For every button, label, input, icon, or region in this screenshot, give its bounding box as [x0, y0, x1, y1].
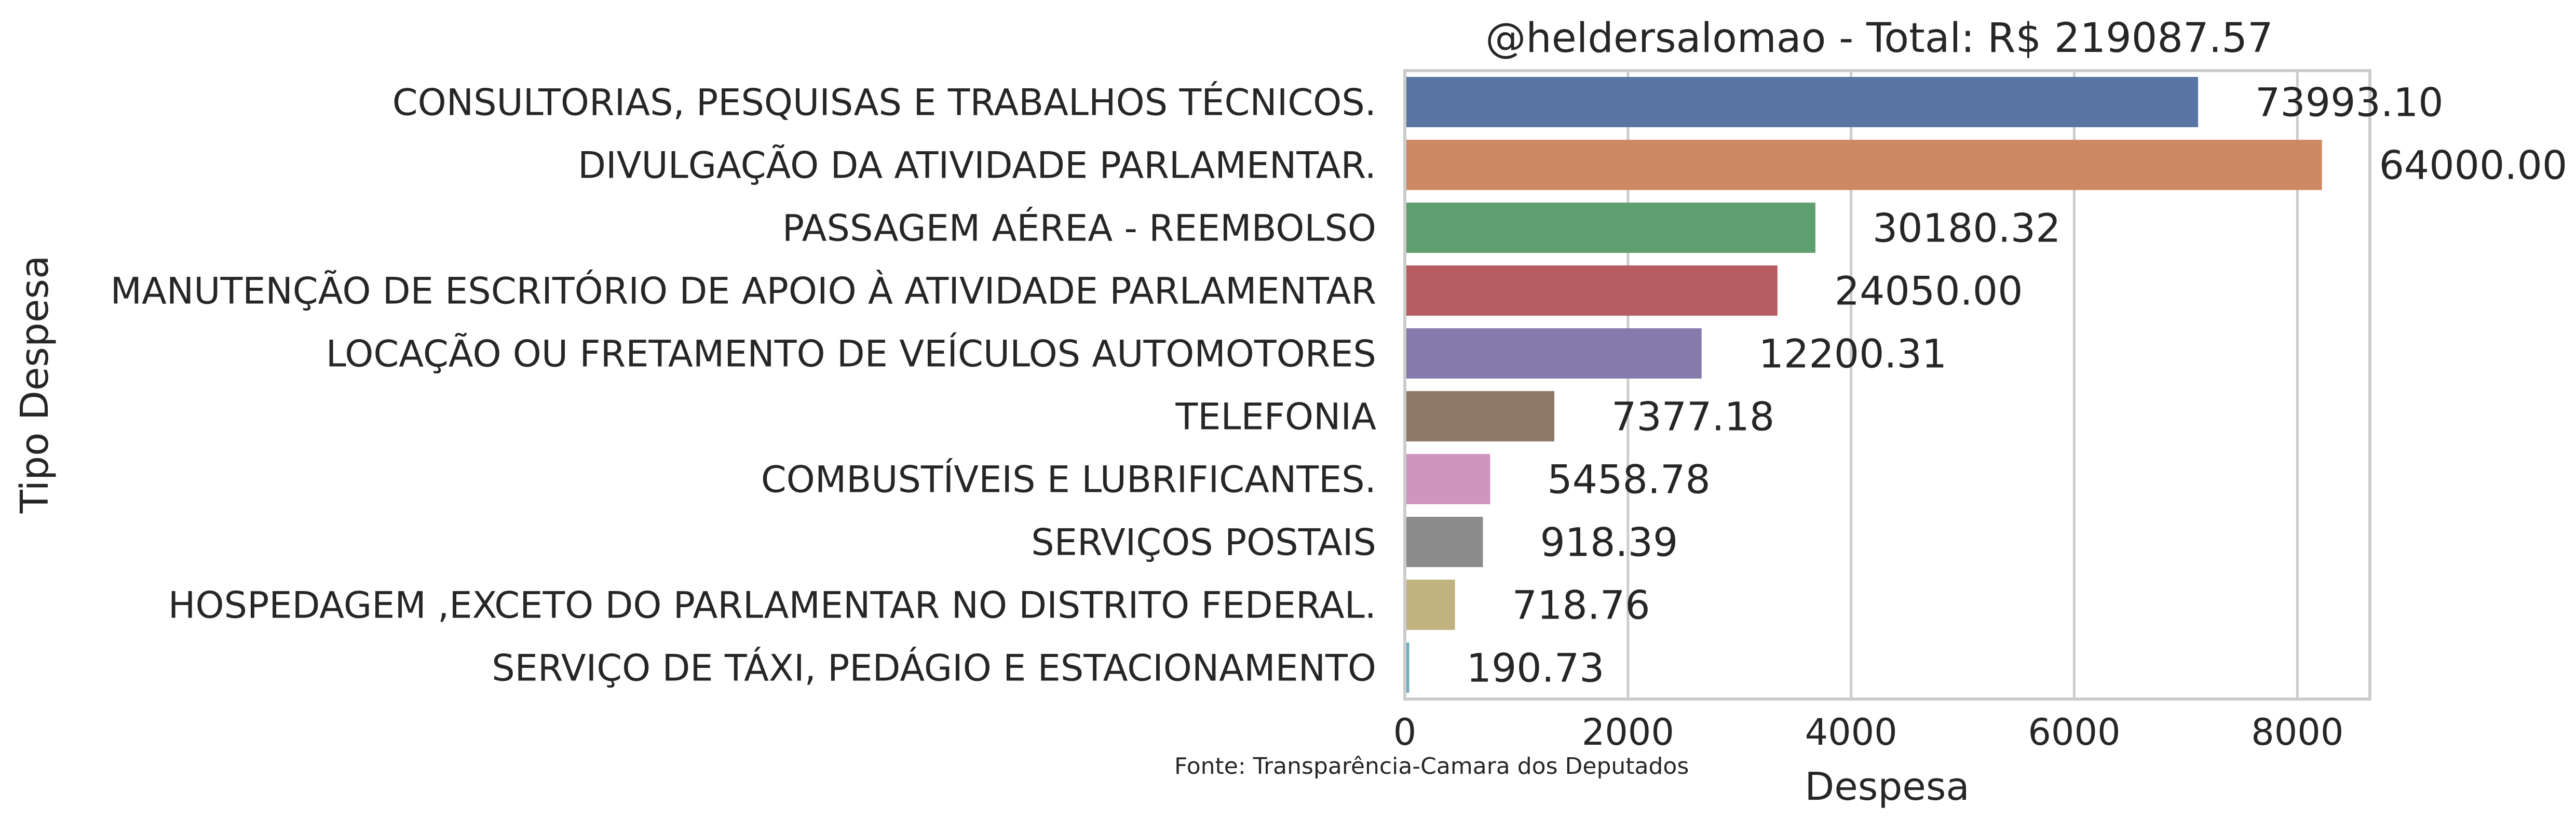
- bar: [1405, 265, 1778, 316]
- x-tick-label: 4000: [1805, 711, 1897, 754]
- x-tick-labels: 0 2000 4000 6000 8000: [1393, 711, 2344, 754]
- value-label: 30180.32: [1873, 205, 2061, 251]
- category-label: HOSPEDAGEM ,EXCETO DO PARLAMENTAR NO DIS…: [168, 584, 1376, 627]
- bar: [1405, 454, 1490, 504]
- bar: [1405, 77, 2199, 127]
- category-label: TELEFONIA: [1175, 396, 1377, 438]
- bar: [1405, 580, 1455, 630]
- value-labels: 73993.10 64000.00 30180.32 24050.00 12200.31…: [1467, 79, 2568, 691]
- bar: [1405, 391, 1554, 441]
- source-note: Fonte: Transparência-Camara dos Deputado…: [1174, 753, 1689, 780]
- category-labels: CONSULTORIAS, PESQUISAS E TRABALHOS TÉCN…: [111, 82, 1377, 690]
- plot-frame: [1403, 69, 2371, 701]
- category-label: DIVULGAÇÃO DA ATIVIDADE PARLAMENTAR.: [578, 144, 1376, 187]
- value-label: 73993.10: [2255, 79, 2444, 126]
- x-axis-title: Despesa: [1805, 764, 1969, 809]
- value-label: 12200.31: [1759, 331, 1947, 377]
- category-label: COMBUSTÍVEIS E LUBRIFICANTES.: [761, 459, 1376, 501]
- y-axis-title: Tipo Despesa: [12, 256, 57, 514]
- x-tick-label: 2000: [1582, 711, 1674, 754]
- value-label: 24050.00: [1835, 268, 2023, 314]
- category-label: SERVIÇO DE TÁXI, PEDÁGIO E ESTACIONAMENT…: [492, 647, 1376, 690]
- value-label: 718.76: [1512, 582, 1650, 628]
- x-tick-label: 6000: [2028, 711, 2120, 754]
- bar: [1405, 203, 1815, 253]
- category-label: LOCAÇÃO OU FRETAMENTO DE VEÍCULOS AUTOMO…: [326, 333, 1376, 375]
- category-label: CONSULTORIAS, PESQUISAS E TRABALHOS TÉCN…: [392, 82, 1376, 124]
- value-label: 64000.00: [2379, 142, 2568, 189]
- bar: [1405, 517, 1483, 567]
- category-label: SERVIÇOS POSTAIS: [1031, 521, 1376, 564]
- bar: [1405, 328, 1702, 379]
- bars: [1405, 77, 2322, 693]
- value-label: 7377.18: [1611, 394, 1774, 440]
- chart-title: @heldersalomao - Total: R$ 219087.57: [1485, 15, 2273, 62]
- category-label: MANUTENÇÃO DE ESCRITÓRIO DE APOIO À ATIV…: [111, 270, 1376, 313]
- x-tick-label: 8000: [2251, 711, 2343, 754]
- value-label: 190.73: [1467, 645, 1605, 691]
- category-label: PASSAGEM AÉREA - REEMBOLSO: [782, 207, 1376, 250]
- value-label: 5458.78: [1547, 457, 1710, 503]
- value-label: 918.39: [1540, 519, 1678, 566]
- x-tick-label: 0: [1393, 711, 1417, 754]
- bar: [1405, 140, 2322, 190]
- bar: [1405, 642, 1409, 693]
- plot-border: [1403, 69, 2371, 701]
